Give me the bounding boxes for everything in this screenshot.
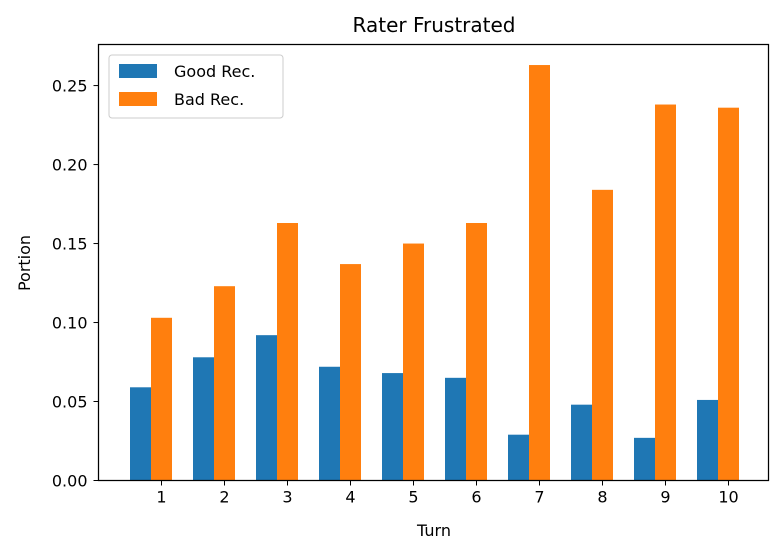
bar-good-rec [571, 404, 592, 481]
bar-bad-rec [466, 223, 487, 481]
bar-bad-rec [592, 189, 613, 481]
x-tick-label: 2 [219, 488, 229, 507]
x-axis-label: Turn [416, 521, 451, 540]
legend-label: Bad Rec. [174, 90, 244, 109]
legend-swatch [119, 92, 157, 106]
y-ticks: 0.00 0.05 0.10 0.15 0.20 0.25 [52, 77, 99, 491]
bar-good-rec [256, 335, 277, 481]
y-tick-label: 0.05 [52, 393, 88, 412]
plot-frame [97, 43, 770, 482]
bar-good-rec [634, 437, 655, 481]
bar-good-rec [130, 387, 151, 481]
bar-good-rec [193, 357, 214, 481]
x-tick-label: 4 [345, 488, 355, 507]
y-tick-label: 0.20 [52, 156, 88, 175]
bar-bad-rec [151, 317, 172, 481]
legend: Good Rec. Bad Rec. [108, 54, 284, 119]
x-tick-label: 7 [534, 488, 544, 507]
y-axis-label: Portion [15, 235, 34, 291]
y-tick-label: 0.00 [52, 472, 88, 491]
y-tick-label: 0.10 [52, 314, 88, 333]
bars-group [130, 65, 739, 481]
x-tick-label: 1 [156, 488, 166, 507]
y-tick-label: 0.25 [52, 77, 88, 96]
x-ticks: 1 2 3 4 5 6 7 8 9 10 [156, 480, 739, 507]
x-tick-label: 3 [282, 488, 292, 507]
bar-good-rec [319, 366, 340, 481]
chart-title: Rater Frustrated [353, 13, 516, 37]
bar-bad-rec [277, 223, 298, 481]
bar-bad-rec [403, 243, 424, 481]
bar-good-rec [382, 373, 403, 481]
x-tick-label: 9 [660, 488, 670, 507]
bar-good-rec [697, 399, 718, 481]
bar-bad-rec [529, 65, 550, 481]
bar-bad-rec [718, 107, 739, 481]
x-tick-label: 6 [471, 488, 481, 507]
legend-label: Good Rec. [174, 62, 255, 81]
bar-good-rec [508, 434, 529, 481]
x-tick-label: 10 [718, 488, 738, 507]
bar-bad-rec [655, 104, 676, 481]
bar-bad-rec [214, 286, 235, 481]
bar-good-rec [445, 377, 466, 481]
x-tick-label: 8 [597, 488, 607, 507]
bar-bad-rec [340, 264, 361, 481]
y-tick-label: 0.15 [52, 235, 88, 254]
x-tick-label: 5 [408, 488, 418, 507]
legend-swatch [119, 64, 157, 78]
